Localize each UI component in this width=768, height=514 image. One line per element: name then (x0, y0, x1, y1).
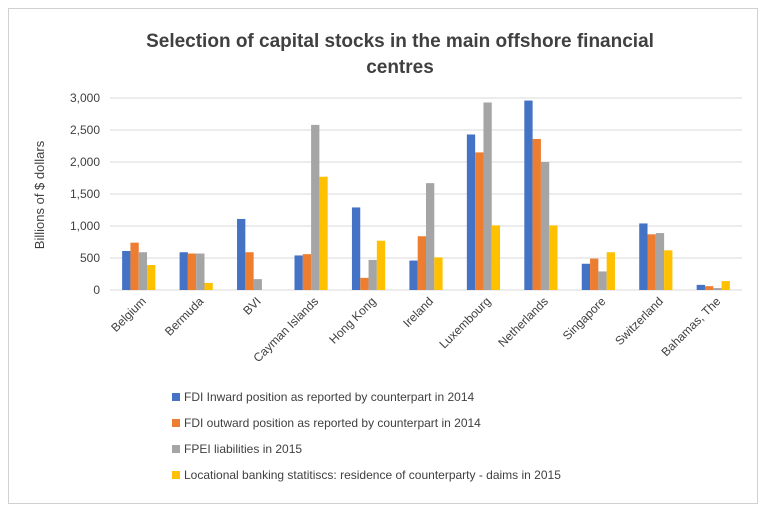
category-label: Luxembourg (436, 294, 493, 351)
bar (540, 162, 550, 290)
y-tick-label: 3,000 (70, 91, 100, 105)
bar (475, 152, 484, 290)
category-label: Netherlands (495, 294, 551, 350)
bar (204, 282, 213, 290)
legend-label: FDI Inward position as reported by count… (184, 390, 474, 404)
bar (253, 279, 262, 290)
bar (524, 100, 533, 290)
category-label: Bahamas, The (658, 294, 723, 359)
bar (483, 102, 492, 290)
y-axis-label: Billions of $ dollars (32, 140, 47, 249)
y-tick-label: 1,500 (70, 187, 100, 201)
legend: FDI Inward position as reported by count… (172, 390, 561, 482)
bar (704, 286, 714, 290)
bar (319, 176, 328, 290)
bar (122, 250, 131, 290)
bars (122, 100, 730, 290)
bar (245, 252, 254, 290)
bar (696, 284, 705, 290)
bar (351, 207, 361, 290)
bar (466, 134, 476, 290)
category-label: Ireland (400, 294, 436, 330)
bar (606, 252, 615, 290)
bar (590, 258, 599, 290)
bar (417, 236, 426, 290)
legend-swatch (172, 393, 180, 401)
bar (598, 271, 607, 290)
bar (302, 254, 312, 290)
category-label: Hong Kong (326, 294, 378, 346)
bar (647, 234, 656, 290)
bar (376, 240, 386, 290)
category-label: Belgium (108, 294, 149, 335)
y-tick-label: 2,000 (70, 155, 100, 169)
legend-label: Locational banking statitiscs: residence… (184, 468, 561, 482)
category-label: Bermuda (162, 294, 207, 339)
legend-swatch (172, 471, 180, 479)
bar (491, 225, 501, 290)
bar (426, 183, 435, 290)
y-tick-label: 2,500 (70, 123, 100, 137)
y-tick-label: 1,000 (70, 219, 100, 233)
bar (360, 277, 369, 290)
bar (639, 223, 648, 290)
bar (409, 260, 418, 290)
bar (434, 257, 443, 290)
legend-swatch (172, 419, 180, 427)
bar (130, 242, 139, 290)
bar (664, 250, 673, 290)
bar (187, 253, 197, 290)
bar (721, 281, 730, 290)
bar (532, 138, 541, 290)
bar (237, 218, 246, 290)
category-label: Singapore (560, 294, 609, 343)
category-label: BVI (240, 294, 264, 318)
bar (655, 233, 665, 290)
legend-swatch (172, 445, 180, 453)
y-tick-labels: 0 500 1,000 1,500 2,000 2,500 3,000 (70, 91, 100, 297)
legend-label: FDI outward position as reported by coun… (184, 416, 481, 430)
y-tick-label: 500 (80, 251, 100, 265)
legend-label: FPEI liabilities in 2015 (184, 442, 302, 456)
bar (147, 265, 156, 290)
bar (179, 252, 188, 290)
bar (138, 252, 148, 290)
bar (581, 263, 591, 290)
gridlines (110, 97, 742, 291)
category-label: Switzerland (612, 294, 666, 348)
bar (196, 253, 205, 290)
bar (311, 124, 320, 290)
bar (368, 259, 377, 290)
bar (713, 288, 722, 290)
bar (294, 255, 303, 290)
bar (549, 225, 558, 290)
chart-title-line-1: Selection of capital stocks in the main … (146, 31, 654, 52)
chart-title-line-2: centres (366, 57, 434, 78)
y-tick-label: 0 (93, 283, 100, 297)
